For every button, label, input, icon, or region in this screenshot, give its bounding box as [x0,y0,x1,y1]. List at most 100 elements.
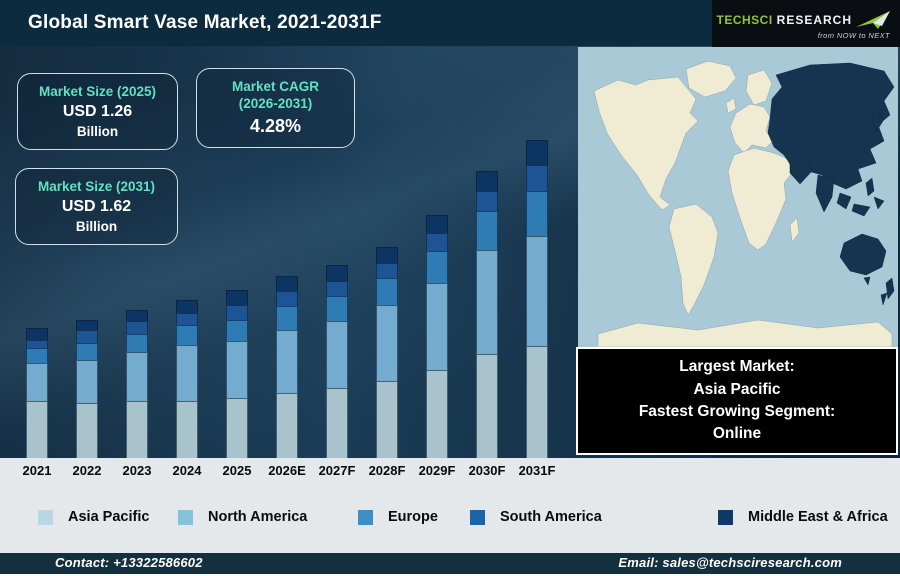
bar-segment-middle-east-africa [126,310,148,321]
callout-line-3: Fastest Growing Segment: [638,403,836,420]
x-axis-label-2023: 2023 [122,463,152,478]
x-axis-label-2021: 2021 [22,463,52,478]
bar-segment-europe [526,191,548,236]
bar-segment-asia-pacific [276,393,298,458]
bar-segment-asia-pacific [476,354,498,458]
market-size-2031-box: Market Size (2031) USD 1.62 Billion [15,168,178,245]
bar-segment-north-america [476,250,498,354]
bar-segment-europe [326,296,348,321]
bar-segment-north-america [426,283,448,370]
x-axis-label-2024: 2024 [172,463,202,478]
logo-brand-secondary: Research [776,12,852,27]
bar-2022 [76,320,98,458]
legend-item-north-america: North America [178,502,307,532]
legend-label: Asia Pacific [68,509,150,525]
axis-and-legend-strip: 2021 2022 2023 2024 2025 2026E 2027F 2028F 2029F… [0,458,900,553]
bar-segment-europe [76,343,98,360]
callout-line-4: Online [712,425,762,443]
market-size-2025-value: USD 1.26 [62,103,133,121]
bar-segment-asia-pacific [526,346,548,458]
legend-label: North America [208,509,308,525]
bar-segment-south-america [476,191,498,211]
footer-contact: Contact: +13322586602 [55,555,203,570]
bar-segment-north-america [126,352,148,401]
x-axis-label-2029F: 2029F [418,463,456,478]
legend-swatch [38,509,53,525]
legend-item-middle-east-africa: Middle East & Africa [718,502,888,532]
chart-legend: Asia Pacific North America Europe South Ame… [0,502,900,532]
bar-segment-south-america [226,305,248,320]
bar-segment-europe [176,325,198,345]
bar-segment-south-america [126,321,148,334]
bar-2027F [326,265,348,458]
bar-segment-asia-pacific [26,401,48,458]
largest-market-callout: Largest Market: Asia Pacific Fastest Gro… [576,347,898,455]
stacked-bar-chart [0,46,573,458]
legend-swatch [718,509,733,525]
market-size-2031-label: Market Size (2031) [37,178,156,194]
legend-label: South America [500,509,602,525]
bar-segment-middle-east-africa [426,215,448,233]
logo-brand-primary: TechSci [716,12,773,27]
bar-segment-asia-pacific [76,403,98,458]
world-map [578,47,898,347]
logo-arrow-icon [856,10,890,29]
bar-2025 [226,290,248,458]
legend-swatch [178,509,193,525]
bar-segment-asia-pacific [226,398,248,458]
bar-segment-middle-east-africa [26,328,48,340]
legend-swatch [470,509,485,525]
market-cagr-value: 4.28% [249,115,302,136]
bar-segment-asia-pacific [126,401,148,458]
bar-segment-south-america [326,281,348,296]
callout-line-2: Asia Pacific [693,380,781,398]
bar-segment-asia-pacific [376,381,398,458]
bar-2024 [176,300,198,458]
market-cagr-box: Market CAGR (2026-2031) 4.28% [196,68,355,148]
bar-segment-north-america [26,363,48,401]
bar-segment-middle-east-africa [76,320,98,330]
market-cagr-label: Market CAGR (2026-2031) [232,79,319,113]
x-axis-label-2026E: 2026E [268,463,306,478]
bar-segment-europe [476,211,498,250]
bar-2030F [476,171,498,458]
legend-label: Middle East & Africa [748,509,888,525]
market-size-2025-box: Market Size (2025) USD 1.26 Billion [17,73,178,150]
bar-segment-north-america [226,341,248,398]
market-cagr-label-line1: Market CAGR [231,79,320,95]
market-size-2025-unit: Billion [76,124,119,140]
bar-segment-europe [276,306,298,330]
bar-segment-south-america [276,291,298,306]
x-axis-label-2031F: 2031F [518,463,556,478]
bar-2028F [376,247,398,458]
bar-segment-europe [126,334,148,352]
bar-segment-europe [426,251,448,283]
bar-segment-north-america [526,236,548,346]
legend-item-europe: Europe [358,502,438,532]
techsci-logo: TechSci Research from NOW to NEXT [712,0,900,47]
x-axis-label-2027F: 2027F [318,463,356,478]
market-size-2031-unit: Billion [75,219,118,235]
x-axis-label-2030F: 2030F [468,463,506,478]
market-size-2025-label: Market Size (2025) [38,83,157,99]
bar-segment-south-america [426,233,448,251]
legend-label: Europe [388,509,438,525]
bar-2026E [276,276,298,458]
x-axis-label-2022: 2022 [72,463,102,478]
legend-item-south-america: South America [470,502,602,532]
bar-segment-middle-east-africa [226,290,248,305]
bar-segment-south-america [76,330,98,343]
x-axis-label-2028F: 2028F [368,463,406,478]
legend-swatch [358,509,373,525]
bar-segment-asia-pacific [426,370,448,458]
bar-segment-middle-east-africa [176,300,198,313]
bar-segment-middle-east-africa [526,140,548,165]
x-axis-label-2025: 2025 [222,463,252,478]
logo-tagline: from NOW to NEXT [817,30,890,40]
bar-segment-middle-east-africa [276,276,298,291]
bar-segment-south-america [526,165,548,191]
bar-segment-asia-pacific [326,388,348,458]
bar-segment-north-america [326,321,348,388]
bar-segment-south-america [376,263,398,278]
